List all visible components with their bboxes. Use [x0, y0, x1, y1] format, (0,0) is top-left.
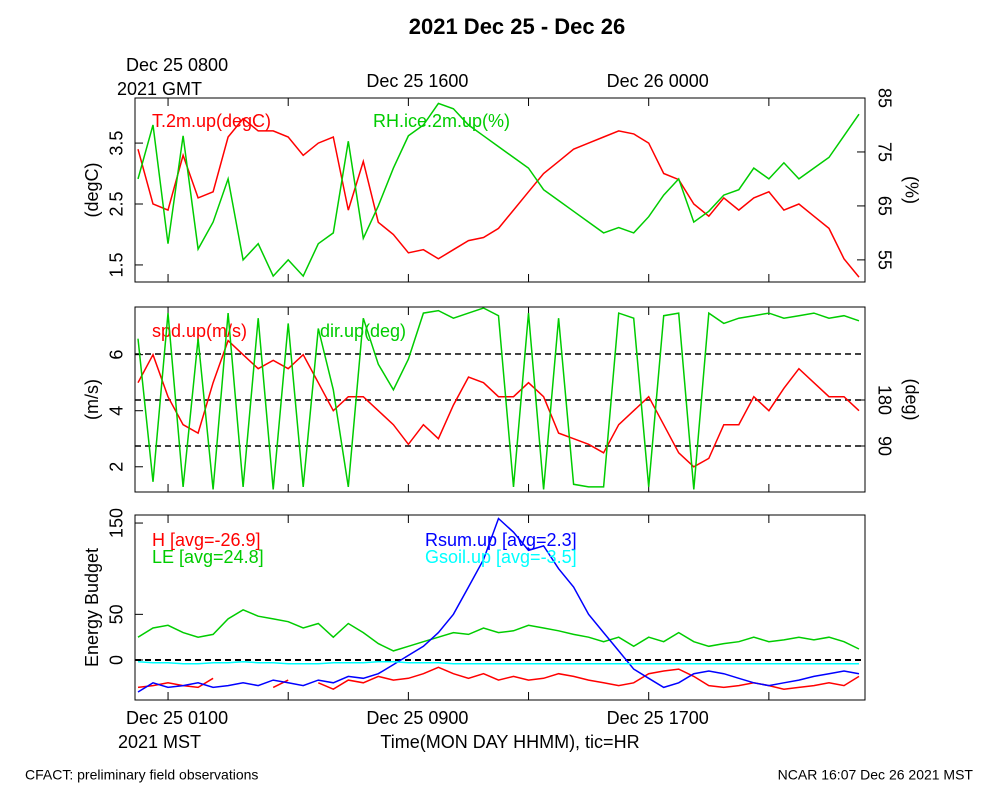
y-axis-label: Energy Budget — [82, 548, 102, 667]
y-tick-label: 150 — [107, 508, 127, 538]
legend-entry: Gsoil.up [avg=-3.5] — [425, 547, 577, 567]
series-line — [137, 339, 860, 468]
legend-entry: H [avg=-26.9] — [152, 530, 261, 550]
x-tick-label: Dec 25 1700 — [607, 708, 709, 728]
legend-entry: RH.ice.2m.up(%) — [373, 111, 510, 131]
y2-tick-label: 65 — [874, 196, 894, 216]
y2-tick-label: 55 — [874, 250, 894, 270]
x2-tick-label: Dec 25 1600 — [366, 71, 468, 91]
y2-tick-label: 180 — [874, 385, 894, 415]
x-tick-label: Dec 25 0900 — [366, 708, 468, 728]
plot-frame — [134, 97, 866, 283]
x-axis-label: Time(MON DAY HHMM), tic=HR — [380, 732, 639, 752]
y2-axis-label: (%) — [901, 176, 921, 204]
y2-tick-label: 85 — [874, 88, 894, 108]
legend-entry: T.2m.up(degC) — [152, 111, 271, 131]
x2-tick-label: Dec 26 0000 — [607, 71, 709, 91]
legend-entry: LE [avg=24.8] — [152, 547, 264, 567]
legend-entry: spd.up(m/s) — [152, 321, 247, 341]
y-tick-label: 2.5 — [107, 191, 127, 216]
series-line — [137, 307, 860, 490]
chart-title: 2021 Dec 25 - Dec 26 — [409, 14, 626, 39]
y-tick-label: 4 — [107, 406, 127, 416]
y-tick-label: 6 — [107, 350, 127, 360]
series-line — [137, 517, 860, 693]
legend-entry: dir.up(deg) — [320, 321, 406, 341]
y2-tick-label: 90 — [874, 436, 894, 456]
y-tick-label: 2 — [107, 462, 127, 472]
y-tick-label: 50 — [107, 604, 127, 624]
y2-tick-label: 75 — [874, 142, 894, 162]
legend-entry: Rsum.up [avg=2.3] — [425, 530, 577, 550]
series-line — [137, 608, 860, 652]
y-tick-label: 0 — [107, 655, 127, 665]
y-tick-label: 1.5 — [107, 252, 127, 277]
plot-frame — [134, 514, 866, 701]
footer-right: NCAR 16:07 Dec 26 2021 MST — [778, 767, 974, 783]
x2-zone-label: 2021 GMT — [117, 79, 202, 99]
series-line — [137, 661, 859, 665]
y-tick-label: 3.5 — [107, 131, 127, 156]
x2-tick-label: Dec 25 0800 — [126, 55, 228, 75]
y-axis-label: (m/s) — [82, 379, 102, 420]
footer-left: CFACT: preliminary field observations — [25, 767, 258, 783]
series-line — [137, 102, 860, 278]
y-axis-label: (degC) — [82, 162, 102, 217]
x-tick-label: Dec 25 0100 — [126, 708, 228, 728]
series-line — [137, 117, 860, 278]
y2-axis-label: (deg) — [901, 378, 921, 420]
plot-frame — [134, 306, 866, 493]
x-zone-label: 2021 MST — [118, 732, 201, 752]
